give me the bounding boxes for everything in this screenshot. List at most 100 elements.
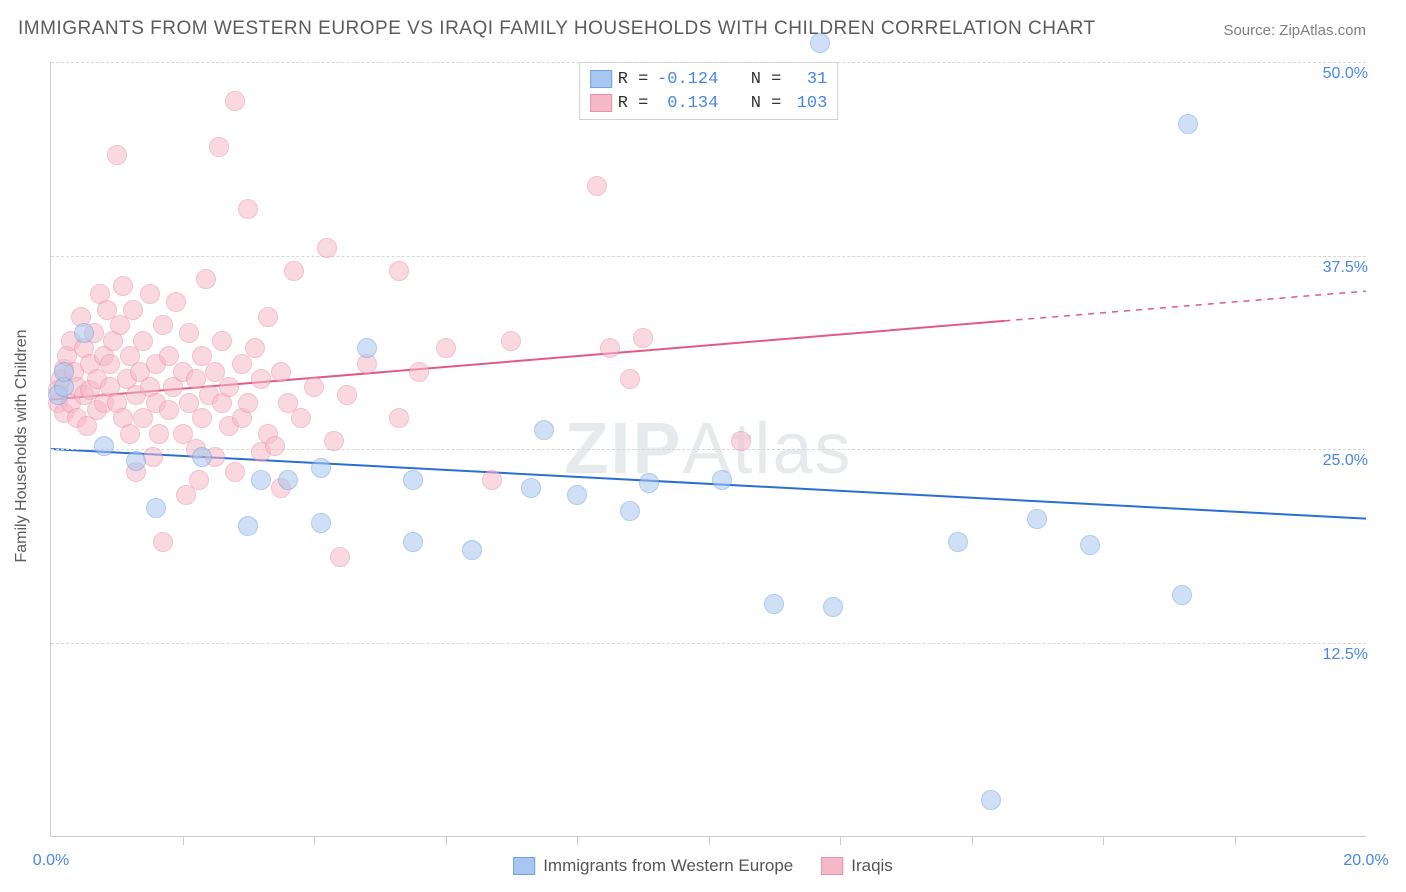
scatter-point-blue [126,451,146,471]
scatter-point-pink [107,145,127,165]
legend-swatch [590,94,612,112]
scatter-point-pink [179,323,199,343]
scatter-point-blue [311,458,331,478]
scatter-point-pink [225,462,245,482]
gridline [51,256,1366,257]
scatter-point-pink [633,328,653,348]
scatter-point-pink [265,436,285,456]
y-tick-label: 37.5% [1319,259,1368,277]
x-tick-label: 0.0% [33,852,69,870]
scatter-point-blue [357,338,377,358]
scatter-point-blue [74,323,94,343]
scatter-point-blue [534,420,554,440]
n-label: N = [751,70,782,89]
scatter-point-pink [620,369,640,389]
r-value: -0.124 [654,70,718,89]
scatter-point-pink [251,369,271,389]
scatter-point-pink [330,547,350,567]
scatter-point-pink [209,137,229,157]
scatter-point-pink [212,331,232,351]
correlation-legend: R =-0.124 N =31R =0.134 N =103 [579,62,839,120]
trend-line-pink-extrapolated [1004,291,1366,321]
gridline [51,62,1366,63]
scatter-point-pink [389,408,409,428]
scatter-point-pink [317,238,337,258]
x-tick [1235,836,1236,845]
r-label: R = [618,70,649,89]
y-tick-label: 25.0% [1319,452,1368,470]
scatter-point-pink [337,385,357,405]
series-legend: Immigrants from Western Europe Iraqis [513,856,893,876]
scatter-point-pink [238,199,258,219]
scatter-point-blue [620,501,640,521]
legend-swatch [590,70,612,88]
scatter-point-pink [153,532,173,552]
scatter-point-blue [94,436,114,456]
scatter-point-blue [403,532,423,552]
scatter-point-pink [189,470,209,490]
scatter-point-pink [133,331,153,351]
scatter-point-pink [100,354,120,374]
scatter-point-pink [304,377,324,397]
x-tick [840,836,841,845]
scatter-point-blue [251,470,271,490]
scatter-point-blue [810,33,830,53]
r-label: R = [618,94,649,113]
legend-item: Immigrants from Western Europe [513,856,793,876]
n-value: 103 [787,94,827,113]
plot-area: ZIPAtlas R =-0.124 N =31R =0.134 N =103 … [50,62,1366,837]
scatter-point-blue [521,478,541,498]
scatter-point-pink [436,338,456,358]
scatter-point-blue [639,473,659,493]
x-tick [183,836,184,845]
scatter-point-blue [764,594,784,614]
legend-swatch [821,857,843,875]
legend-label: Immigrants from Western Europe [543,856,793,876]
x-tick [1103,836,1104,845]
scatter-point-pink [192,408,212,428]
legend-label: Iraqis [851,856,893,876]
y-axis-label: Family Households with Children [13,330,31,563]
scatter-point-blue [403,470,423,490]
gridline [51,449,1366,450]
scatter-point-blue [1172,585,1192,605]
scatter-point-pink [258,307,278,327]
scatter-point-blue [567,485,587,505]
trend-line-blue [51,449,1366,519]
x-tick [314,836,315,845]
y-tick-label: 50.0% [1319,65,1368,83]
scatter-point-blue [948,532,968,552]
scatter-point-blue [712,470,732,490]
scatter-point-pink [196,269,216,289]
legend-item: Iraqis [821,856,893,876]
scatter-point-pink [123,300,143,320]
legend-swatch [513,857,535,875]
scatter-point-pink [284,261,304,281]
scatter-point-blue [54,362,74,382]
scatter-point-pink [149,424,169,444]
scatter-point-pink [238,393,258,413]
scatter-point-pink [245,338,265,358]
scatter-point-blue [1080,535,1100,555]
r-value: 0.134 [654,94,718,113]
scatter-point-pink [409,362,429,382]
scatter-point-blue [146,498,166,518]
scatter-point-blue [278,470,298,490]
scatter-point-pink [501,331,521,351]
scatter-point-pink [113,276,133,296]
n-label: N = [751,94,782,113]
scatter-point-pink [587,176,607,196]
chart-title: IMMIGRANTS FROM WESTERN EUROPE VS IRAQI … [18,18,1096,40]
x-tick [972,836,973,845]
scatter-point-pink [324,431,344,451]
x-tick [446,836,447,845]
scatter-point-blue [192,447,212,467]
scatter-point-pink [291,408,311,428]
scatter-point-pink [482,470,502,490]
legend-row-blue: R =-0.124 N =31 [590,67,828,91]
x-tick [709,836,710,845]
scatter-point-blue [1178,114,1198,134]
scatter-point-pink [225,91,245,111]
gridline [51,643,1366,644]
scatter-point-blue [823,597,843,617]
